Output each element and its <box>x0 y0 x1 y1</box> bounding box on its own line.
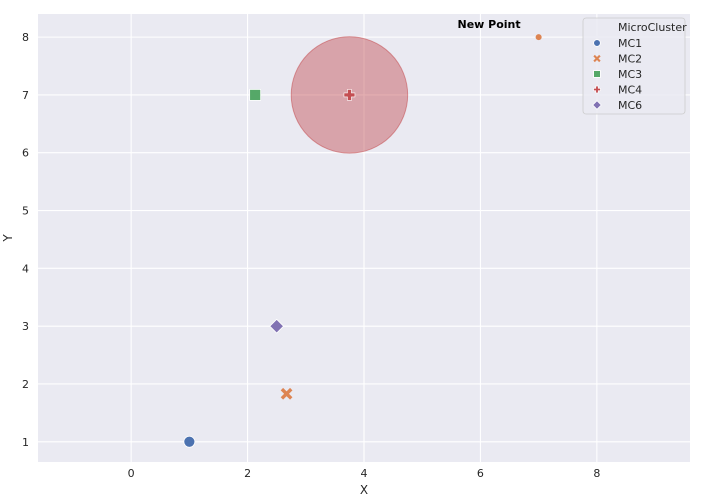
legend-title: MicroCluster <box>618 21 687 34</box>
legend-label-mc3: MC3 <box>618 68 642 81</box>
y-tick-label-1: 1 <box>22 436 29 449</box>
y-tick-label-2: 2 <box>22 378 29 391</box>
tick-labels: 0 2 4 6 8 1 2 3 4 5 6 7 8 <box>22 31 600 480</box>
x-tick-label-4: 4 <box>361 467 368 480</box>
point-mc6-0 <box>269 318 285 334</box>
y-axis-label: Y <box>1 234 15 243</box>
x-tick-label-6: 6 <box>477 467 484 480</box>
legend-label-mc1: MC1 <box>618 37 642 50</box>
y-tick-label-8: 8 <box>22 31 29 44</box>
point-mc4-0 <box>343 89 356 101</box>
legend-label-mc6: MC6 <box>618 99 642 112</box>
legend-frame <box>582 17 686 115</box>
new-point-annotation: New Point <box>458 18 542 41</box>
data-markers <box>183 89 356 448</box>
legend-label-mc4: MC4 <box>618 84 642 97</box>
point-mc3-0 <box>249 89 262 101</box>
y-tick-label-3: 3 <box>22 320 29 333</box>
y-tick-label-4: 4 <box>22 262 29 275</box>
y-tick-label-5: 5 <box>22 205 29 218</box>
new-point-marker <box>535 34 542 41</box>
legend-marker-mc3 <box>593 70 601 78</box>
x-tick-label-8: 8 <box>593 467 600 480</box>
y-tick-label-7: 7 <box>22 89 29 102</box>
x-axis-label: X <box>360 483 368 497</box>
legend-label-mc2: MC2 <box>618 53 642 66</box>
legend-marker-mc6 <box>592 100 602 110</box>
point-mc2-0-stroke-b <box>280 387 293 400</box>
legend-marker-mc2 <box>593 54 601 63</box>
legend-marker-mc2-stroke-b <box>593 54 601 63</box>
legend-marker-mc1 <box>593 39 601 47</box>
x-tick-label-0: 0 <box>128 467 135 480</box>
legend: MicroCluster MC1 MC2 MC3 MC4 MC6 <box>582 17 687 115</box>
new-point-label: New Point <box>458 18 521 31</box>
x-tick-label-2: 2 <box>244 467 251 480</box>
point-mc1-0 <box>183 435 196 448</box>
point-mc2-0 <box>280 387 293 400</box>
legend-marker-mc4 <box>593 85 601 94</box>
y-tick-label-6: 6 <box>22 147 29 160</box>
grid-lines <box>38 14 690 462</box>
